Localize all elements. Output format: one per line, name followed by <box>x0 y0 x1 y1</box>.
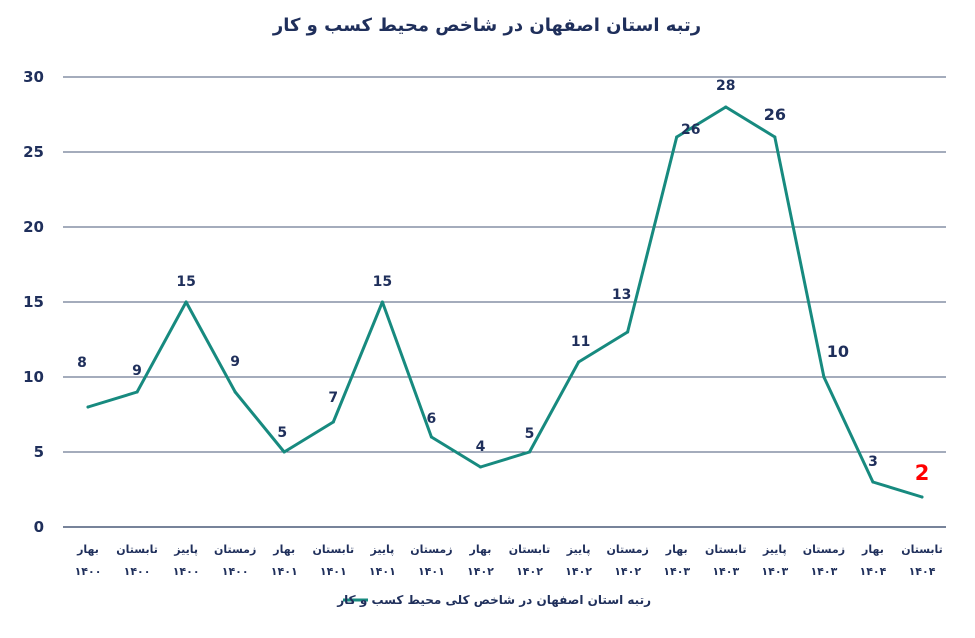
y-tick-label-30: 30 <box>23 68 44 86</box>
x-tick-season: تابستان <box>116 543 158 556</box>
x-tick-season: بهار <box>469 543 492 556</box>
x-tick-season: تابستان <box>509 543 551 556</box>
x-tick-season: پاییز <box>566 543 591 556</box>
data-label: 6 <box>427 411 437 427</box>
data-point <box>871 480 875 484</box>
data-label: 5 <box>525 426 535 442</box>
data-label: 2 <box>915 461 930 485</box>
x-tick-season: پاییز <box>173 543 198 556</box>
data-point <box>773 135 777 139</box>
data-label: 9 <box>132 363 142 379</box>
x-tick-year: ۱۴۰۴ <box>860 565 887 578</box>
x-tick-season: پاییز <box>369 543 394 556</box>
x-tick-year: ۱۴۰۲ <box>516 565 543 578</box>
data-label: 3 <box>868 454 878 470</box>
x-tick-season: بهار <box>861 543 884 556</box>
x-tick-season: زمستان <box>410 543 452 556</box>
x-tick-season: زمستان <box>214 543 256 556</box>
x-tick-year: ۱۴۰۳ <box>761 565 788 578</box>
data-point <box>478 465 482 469</box>
x-tick-year: ۱۴۰۰ <box>75 565 102 578</box>
data-label: 26 <box>681 122 700 138</box>
data-label: 28 <box>716 78 735 94</box>
data-point <box>282 450 286 454</box>
x-tick-year: ۱۴۰۰ <box>173 565 200 578</box>
data-label: 7 <box>328 390 338 406</box>
data-point <box>429 435 433 439</box>
x-tick-year: ۱۴۰۳ <box>712 565 739 578</box>
data-label: 13 <box>612 287 631 303</box>
x-tick-year: ۱۴۰۱ <box>320 565 347 578</box>
data-labels-layer: 8 9 15 9 5 7 15 6 4 5 11 13 26 28 26 10 3 2 <box>77 78 929 485</box>
data-label: 26 <box>764 105 786 124</box>
x-tick-season: زمستان <box>803 543 845 556</box>
series-line-layer <box>86 105 924 499</box>
data-point <box>675 135 679 139</box>
data-point <box>86 405 90 409</box>
data-point <box>724 105 728 109</box>
x-tick-year: ۱۴۰۱ <box>369 565 396 578</box>
y-tick-label-25: 25 <box>23 143 44 161</box>
x-tick-year: ۱۴۰۰ <box>222 565 249 578</box>
x-tick-season: بهار <box>76 543 99 556</box>
series-line <box>86 105 924 499</box>
grid-layer <box>63 76 946 528</box>
x-tick-season: پاییز <box>762 543 787 556</box>
x-tick-year: ۱۴۰۱ <box>418 565 445 578</box>
x-tick-year: ۱۴۰۳ <box>663 565 690 578</box>
legend-label: رتبه استان اصفهان در شاخص کلی محیط کسب و… <box>336 593 651 608</box>
data-label: 5 <box>277 425 287 441</box>
y-tick-label-20: 20 <box>23 218 44 236</box>
data-label: 15 <box>176 274 195 290</box>
data-point <box>626 330 630 334</box>
y-axis-labels: 0 5 10 15 20 25 30 <box>23 68 44 536</box>
data-label: 10 <box>827 342 849 361</box>
x-tick-year: ۱۴۰۲ <box>467 565 494 578</box>
chart-title: رتبه استان اصفهان در شاخص محیط کسب و کار <box>272 15 701 36</box>
data-label: 11 <box>571 334 590 350</box>
data-point <box>528 450 532 454</box>
data-label: 15 <box>373 274 392 290</box>
x-tick-season: بهار <box>665 543 688 556</box>
x-tick-season: تابستان <box>901 543 943 556</box>
data-point <box>135 390 139 394</box>
y-tick-label-15: 15 <box>23 293 44 311</box>
data-point <box>822 375 826 379</box>
x-axis-labels: بهار ۱۴۰۰ تابستان ۱۴۰۰ پاییز ۱۴۰۰ زمستان ۱۴۰۰ به… <box>75 543 943 578</box>
data-point <box>920 495 924 499</box>
x-tick-year: ۱۴۰۳ <box>810 565 837 578</box>
x-tick-season: زمستان <box>606 543 648 556</box>
data-point <box>331 420 335 424</box>
y-tick-label-10: 10 <box>23 368 44 386</box>
data-label: 9 <box>230 354 240 370</box>
x-tick-year: ۱۴۰۲ <box>614 565 641 578</box>
data-label: 8 <box>77 355 87 371</box>
data-point <box>233 390 237 394</box>
data-point <box>380 300 384 304</box>
x-tick-year: ۱۴۰۱ <box>271 565 298 578</box>
x-tick-season: بهار <box>272 543 295 556</box>
data-label: 4 <box>476 439 486 455</box>
x-tick-season: تابستان <box>705 543 747 556</box>
y-tick-label-0: 0 <box>34 518 44 536</box>
y-tick-label-5: 5 <box>34 443 44 461</box>
x-tick-year: ۱۴۰۰ <box>124 565 151 578</box>
data-points-layer <box>86 105 924 499</box>
x-tick-year: ۱۴۰۲ <box>565 565 592 578</box>
data-point <box>184 300 188 304</box>
legend: رتبه استان اصفهان در شاخص کلی محیط کسب و… <box>336 593 651 608</box>
data-point <box>577 360 581 364</box>
x-tick-season: تابستان <box>312 543 354 556</box>
x-tick-year: ۱۴۰۴ <box>909 565 936 578</box>
